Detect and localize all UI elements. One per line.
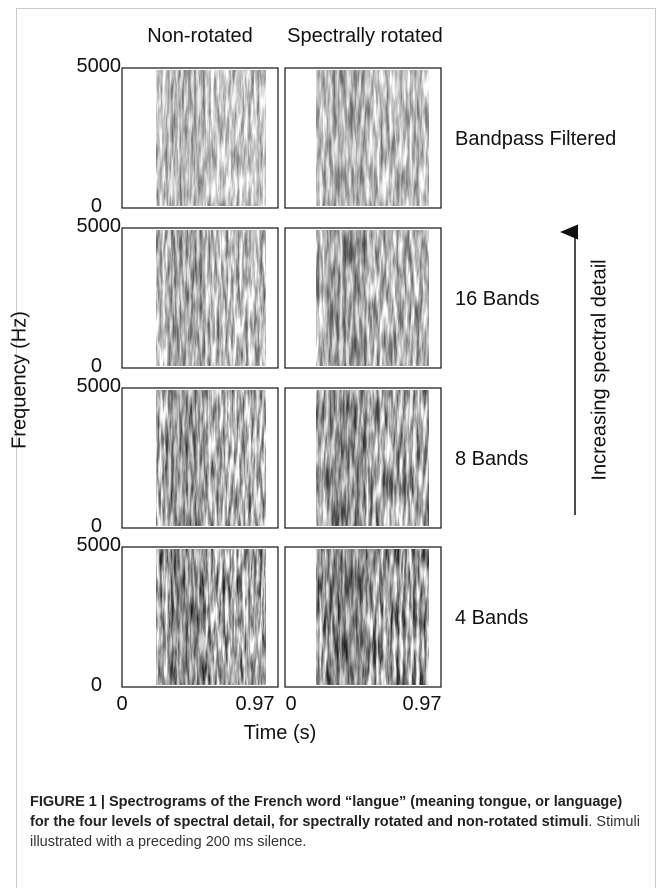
spectrogram [316, 549, 429, 685]
x-tick-label: 0 [285, 693, 296, 715]
spectrogram-shade [327, 549, 367, 685]
x-tick-label: 0 [116, 693, 127, 715]
y-tick-label: 0 [91, 674, 102, 696]
column-title: Spectrally rotated [287, 25, 443, 47]
panel-border [121, 387, 279, 529]
x-tick-label: 0.97 [403, 693, 442, 715]
column-title: Non-rotated [147, 25, 253, 47]
y-axis-label: Frequency (Hz) [8, 311, 30, 449]
spectrogram [156, 549, 266, 685]
x-axis-label: Time (s) [244, 722, 317, 744]
spectrogram-shade [167, 549, 206, 685]
y-tick-label: 5000 [77, 55, 122, 77]
spectrogram [316, 70, 429, 206]
spectrogram [316, 390, 429, 526]
y-tick-label: 0 [91, 195, 102, 217]
panel-border [121, 227, 279, 369]
spectrogram-shade [327, 70, 367, 206]
spectrogram-shade [167, 70, 206, 206]
caption: FIGURE 1 | Spectrograms of the French wo… [30, 792, 640, 852]
spectrogram [156, 390, 266, 526]
y-tick-label: 0 [91, 515, 102, 537]
y-tick-label: 0 [91, 355, 102, 377]
caption-label: FIGURE 1 | Spectrograms of the French wo… [30, 794, 623, 830]
panel-border [284, 67, 442, 209]
row-label: 8 Bands [455, 448, 528, 470]
panel-border [284, 387, 442, 529]
row-label: Bandpass Filtered [455, 128, 616, 150]
panel-border [121, 546, 279, 688]
spectrogram [316, 230, 429, 366]
spectrogram-shade [167, 390, 206, 526]
x-tick-label: 0.97 [236, 693, 275, 715]
panel-border [121, 67, 279, 209]
caption-text: . Stimuli illustrated with a preceding 2… [30, 814, 640, 850]
panel-border [284, 227, 442, 369]
spectrogram-shade [327, 230, 367, 366]
spectrogram [156, 70, 266, 206]
arrow-label: Increasing spectral detail [588, 259, 610, 480]
spectrogram-shade [167, 230, 206, 366]
spectrogram-shade [327, 390, 367, 526]
y-tick-label: 5000 [77, 215, 122, 237]
y-tick-label: 5000 [77, 375, 122, 397]
y-tick-label: 5000 [77, 534, 122, 556]
row-label: 16 Bands [455, 288, 540, 310]
row-label: 4 Bands [455, 607, 528, 629]
figure: Non-rotated Spectrally rotated Frequency… [8, 25, 616, 744]
figure-frame [16, 8, 656, 888]
panel-border [284, 546, 442, 688]
spectrogram [156, 230, 266, 366]
